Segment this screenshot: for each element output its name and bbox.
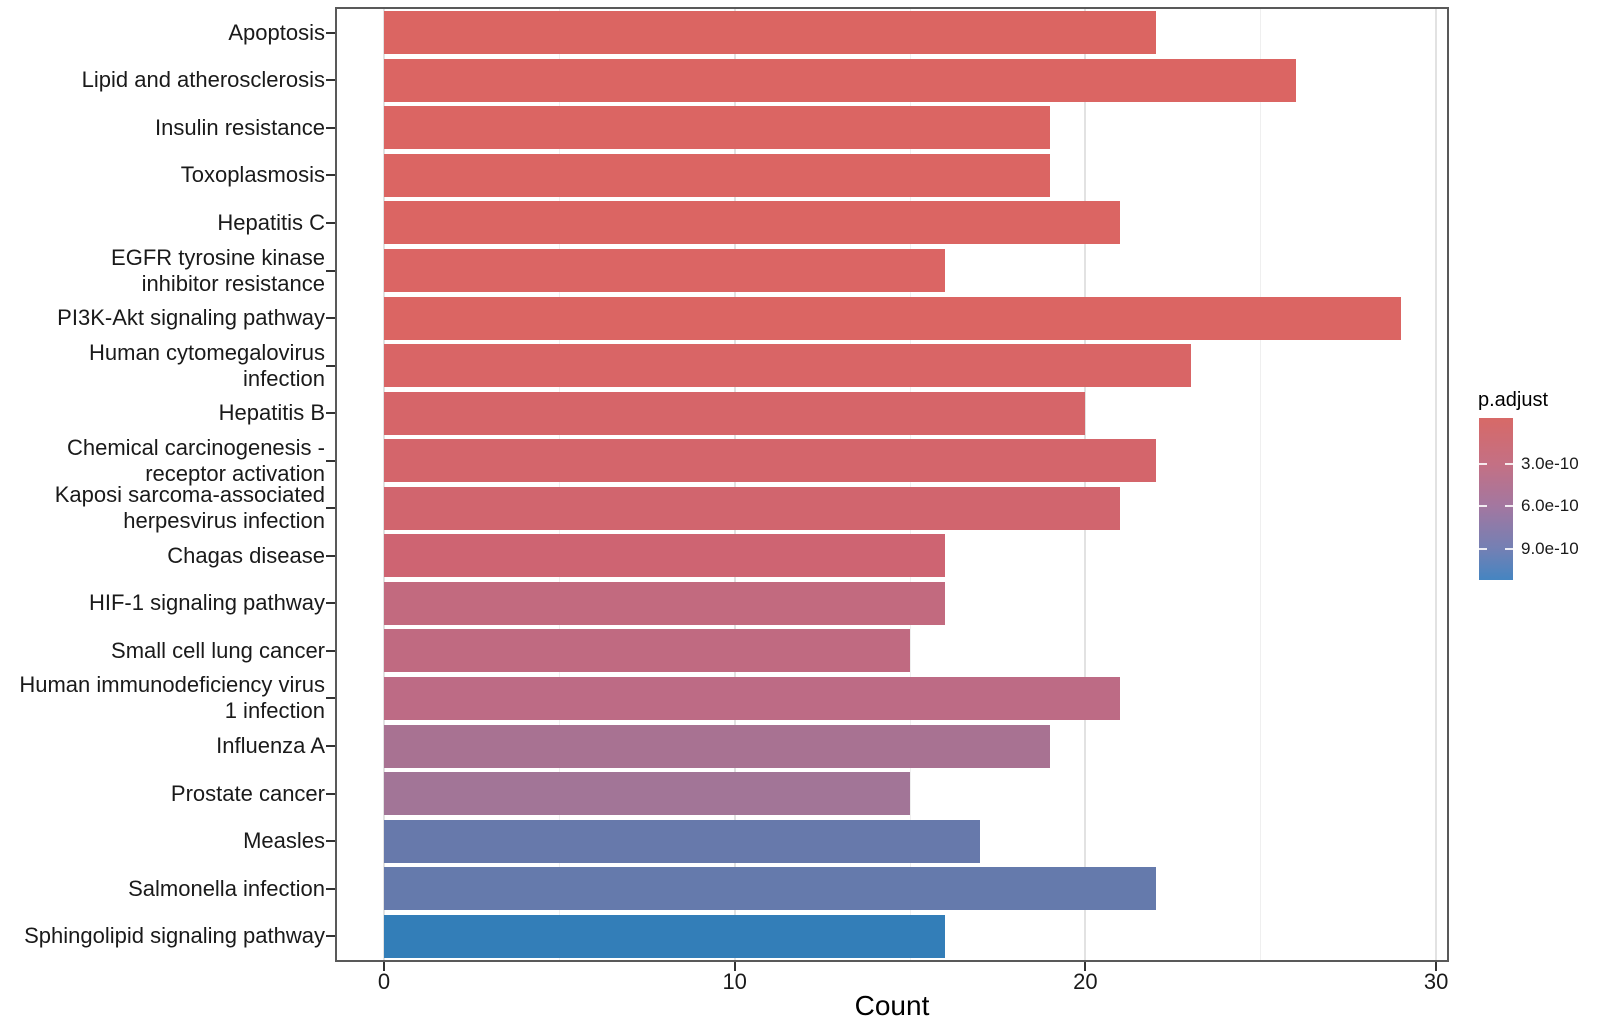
y-axis-label: Prostate cancer	[170, 780, 325, 806]
bar	[384, 58, 1296, 102]
y-tick-mark	[326, 745, 335, 748]
y-axis-label: PI3K-Akt signaling pathway	[57, 305, 325, 331]
bar	[384, 201, 1121, 245]
y-tick-mark	[326, 507, 335, 510]
y-axis-label: Salmonella infection	[128, 875, 325, 901]
legend-tick-mark	[1479, 463, 1487, 465]
y-tick-mark	[326, 79, 335, 82]
bar	[384, 11, 1156, 55]
y-tick-mark	[326, 412, 335, 415]
y-tick-mark	[326, 459, 335, 462]
legend-colorbar	[1479, 418, 1513, 580]
y-axis-label: Lipid and atherosclerosis	[81, 67, 325, 93]
y-axis-label: Chemical carcinogenesis - receptor activ…	[67, 434, 325, 486]
y-axis-label: Influenza A	[216, 733, 325, 759]
x-tick-mark	[1084, 962, 1087, 971]
legend-tick-label: 6.0e-10	[1521, 495, 1579, 515]
y-axis-label: Chagas disease	[167, 542, 325, 568]
y-tick-mark	[326, 840, 335, 843]
gridline-minor	[558, 9, 560, 960]
bar	[384, 153, 1051, 197]
y-axis-label: Human immunodeficiency virus 1 infection	[19, 672, 325, 724]
x-tick-label: 10	[722, 969, 747, 994]
x-tick-label: 30	[1423, 969, 1449, 994]
legend-tick-mark	[1479, 504, 1487, 507]
legend-title: p.adjust	[1478, 389, 1549, 411]
x-tick-mark	[1435, 962, 1438, 971]
bar	[384, 581, 946, 625]
x-tick-mark	[383, 962, 385, 971]
bar	[384, 676, 1121, 720]
y-tick-mark	[326, 31, 335, 34]
bar	[384, 106, 1051, 150]
y-tick-mark	[326, 174, 335, 177]
legend-tick-mark	[1505, 463, 1513, 465]
gridline-major	[1435, 9, 1438, 960]
y-tick-mark	[326, 935, 335, 938]
y-tick-mark	[326, 887, 335, 890]
bar	[384, 439, 1156, 483]
y-tick-mark	[326, 364, 335, 367]
bar	[384, 344, 1191, 388]
y-axis-label: Kaposi sarcoma-associated herpesvirus in…	[54, 482, 325, 534]
y-axis-label: EGFR tyrosine kinase inhibitor resistanc…	[111, 244, 325, 296]
y-tick-mark	[326, 317, 335, 320]
bar	[384, 914, 946, 958]
y-tick-mark	[326, 221, 335, 224]
bar	[384, 819, 981, 863]
bar	[384, 867, 1156, 911]
bar	[384, 486, 1121, 530]
bar	[384, 296, 1402, 340]
y-tick-mark	[326, 697, 335, 700]
y-axis-label: Human cytomegalovirus infection	[89, 339, 325, 391]
y-axis-label: Apoptosis	[228, 19, 325, 45]
legend-tick-mark	[1505, 548, 1513, 551]
gridline-major	[1084, 9, 1087, 960]
y-tick-mark	[326, 269, 335, 272]
y-tick-mark	[326, 554, 335, 557]
legend-tick-mark	[1479, 548, 1487, 551]
x-tick-label: 0	[377, 969, 391, 994]
bar	[384, 629, 911, 673]
plot-panel	[335, 7, 1449, 962]
x-axis-title: Count	[854, 990, 930, 1021]
y-tick-mark	[326, 602, 335, 605]
legend-tick-label: 9.0e-10	[1521, 539, 1579, 559]
y-axis-label: Small cell lung cancer	[111, 637, 325, 663]
bar	[384, 772, 911, 816]
x-tick-mark	[733, 962, 736, 971]
y-tick-mark	[326, 649, 335, 652]
gridline-major	[383, 9, 385, 960]
bar	[384, 724, 1051, 768]
y-axis-label: Measles	[243, 828, 325, 854]
gridline-major	[733, 9, 736, 960]
y-axis-label: Insulin resistance	[155, 114, 325, 140]
gridline-minor	[1260, 9, 1262, 960]
y-axis-label: Toxoplasmosis	[180, 162, 325, 188]
x-tick-label: 20	[1073, 969, 1098, 994]
y-tick-mark	[326, 792, 335, 795]
y-axis-label: Hepatitis B	[218, 400, 325, 426]
y-axis-label: HIF-1 signaling pathway	[88, 590, 325, 616]
bar	[384, 249, 946, 293]
bar	[384, 534, 946, 578]
y-tick-mark	[326, 126, 335, 129]
y-axis-label: Hepatitis C	[217, 209, 325, 235]
gridline-minor	[909, 9, 911, 960]
bar	[384, 391, 1086, 435]
y-axis-label: Sphingolipid signaling pathway	[24, 923, 325, 949]
legend-tick-mark	[1505, 504, 1513, 507]
legend-tick-label: 3.0e-10	[1521, 454, 1579, 473]
